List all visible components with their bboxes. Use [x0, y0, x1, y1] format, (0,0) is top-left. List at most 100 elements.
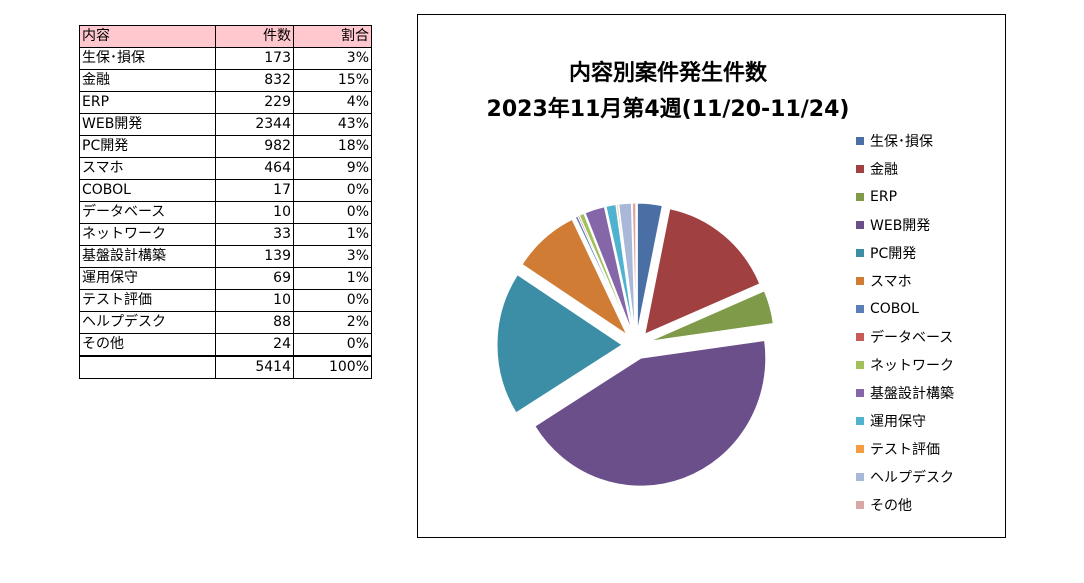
row-label: その他 [79, 333, 216, 357]
legend-item: ヘルプデスク [856, 463, 954, 491]
row-count: 10 [215, 201, 294, 224]
legend-label: 金融 [870, 162, 898, 178]
table-row: ヘルプデスク 88 2% [79, 311, 372, 334]
row-ratio: 0% [293, 333, 372, 357]
legend-label: スマホ [870, 274, 912, 290]
row-ratio: 4% [293, 91, 372, 114]
table-row: その他 24 0% [79, 333, 372, 357]
legend-item: スマホ [856, 267, 954, 295]
legend-item: 生保･損保 [856, 127, 954, 155]
pie-slice [618, 202, 636, 332]
row-count: 982 [215, 135, 294, 158]
pie-slice [636, 202, 663, 332]
row-label: ネットワーク [79, 223, 216, 246]
row-count: 139 [215, 245, 294, 268]
pie-slices [496, 202, 774, 487]
chart-legend: 生保･損保金融 ERP WEB開発 PC開発スマホ COBOL データベース ネットワーク基… [856, 127, 954, 519]
chart-title: 内容別案件発生件数 [569, 60, 768, 86]
row-label: ヘルプデスク [79, 311, 216, 334]
row-count: 17 [215, 179, 294, 202]
legend-label: 生保･損保 [870, 134, 933, 150]
legend-swatch [856, 165, 864, 173]
row-label: WEB開発 [79, 113, 216, 136]
total-count: 5414 [215, 355, 294, 379]
table-row: データベース 10 0% [79, 201, 372, 224]
data-table: 内容 件数 割合 生保･損保 173 3% 金融 832 15% ERP 229 4% WEB開発… [79, 25, 372, 379]
table-total-row: 5414 100% [79, 355, 372, 379]
pie-slice [605, 203, 634, 332]
legend-swatch [856, 473, 864, 481]
legend-swatch [856, 333, 864, 341]
legend-swatch [856, 221, 864, 229]
chart-subtitle: 2023年11月第4週(11/20-11/24) [487, 96, 850, 122]
row-ratio: 3% [293, 245, 372, 268]
row-label: 金融 [79, 69, 216, 92]
legend-label: データベース [870, 330, 954, 346]
table-header-row: 内容 件数 割合 [79, 25, 372, 48]
legend-swatch [856, 193, 864, 201]
legend-swatch [856, 445, 864, 453]
row-label: ERP [79, 91, 216, 114]
legend-item: COBOL [856, 295, 954, 323]
pie-chart-svg: 内容別案件発生件数 2023年11月第4週(11/20-11/24) [487, 60, 850, 487]
legend-label: ヘルプデスク [870, 470, 954, 486]
row-ratio: 0% [293, 289, 372, 312]
legend-item: 基盤設計構築 [856, 379, 954, 407]
legend-item: テスト評価 [856, 435, 954, 463]
row-ratio: 1% [293, 223, 372, 246]
pie-slice [534, 339, 767, 487]
row-ratio: 15% [293, 69, 372, 92]
legend-item: WEB開発 [856, 211, 954, 239]
table-row: 基盤設計構築 139 3% [79, 245, 372, 268]
legend-swatch [856, 137, 864, 145]
row-ratio: 3% [293, 47, 372, 70]
row-count: 832 [215, 69, 294, 92]
table-row: 金融 832 15% [79, 69, 372, 92]
table-row: テスト評価 10 0% [79, 289, 372, 312]
header-count: 件数 [215, 25, 294, 48]
row-label: PC開発 [79, 135, 216, 158]
pie-slice [496, 274, 623, 414]
legend-swatch [856, 249, 864, 257]
legend-item: PC開発 [856, 239, 954, 267]
table-row: 生保･損保 173 3% [79, 47, 372, 70]
pie-chart: 内容別案件発生件数 2023年11月第4週(11/20-11/24) 生保･損保… [417, 14, 1006, 538]
table-row: COBOL 17 0% [79, 179, 372, 202]
legend-label: WEB開発 [870, 218, 931, 234]
legend-label: ネットワーク [870, 358, 954, 374]
row-label: 基盤設計構築 [79, 245, 216, 268]
row-ratio: 18% [293, 135, 372, 158]
row-label: スマホ [79, 157, 216, 180]
pie-slice [578, 212, 631, 333]
table-row: 運用保守 69 1% [79, 267, 372, 290]
legend-label: テスト評価 [870, 442, 940, 458]
row-label: テスト評価 [79, 289, 216, 312]
row-ratio: 9% [293, 157, 372, 180]
legend-label: その他 [870, 498, 912, 514]
legend-label: ERP [870, 189, 898, 205]
legend-item: その他 [856, 491, 954, 519]
total-ratio: 100% [293, 355, 372, 379]
table-row: ERP 229 4% [79, 91, 372, 114]
row-count: 88 [215, 311, 294, 334]
legend-label: PC開発 [870, 246, 917, 262]
legend-swatch [856, 389, 864, 397]
row-label: 生保･損保 [79, 47, 216, 70]
table-row: スマホ 464 9% [79, 157, 372, 180]
row-label: COBOL [79, 179, 216, 202]
row-count: 229 [215, 91, 294, 114]
pie-slice [644, 208, 761, 335]
total-label [79, 355, 216, 379]
legend-swatch [856, 305, 864, 313]
pie-slice [649, 290, 774, 342]
legend-item: 運用保守 [856, 407, 954, 435]
row-count: 464 [215, 157, 294, 180]
legend-swatch [856, 417, 864, 425]
row-ratio: 1% [293, 267, 372, 290]
legend-label: 基盤設計構築 [870, 386, 954, 402]
table-row: PC開発 982 18% [79, 135, 372, 158]
row-count: 173 [215, 47, 294, 70]
table-row: ネットワーク 33 1% [79, 223, 372, 246]
row-ratio: 0% [293, 201, 372, 224]
legend-item: ERP [856, 183, 954, 211]
